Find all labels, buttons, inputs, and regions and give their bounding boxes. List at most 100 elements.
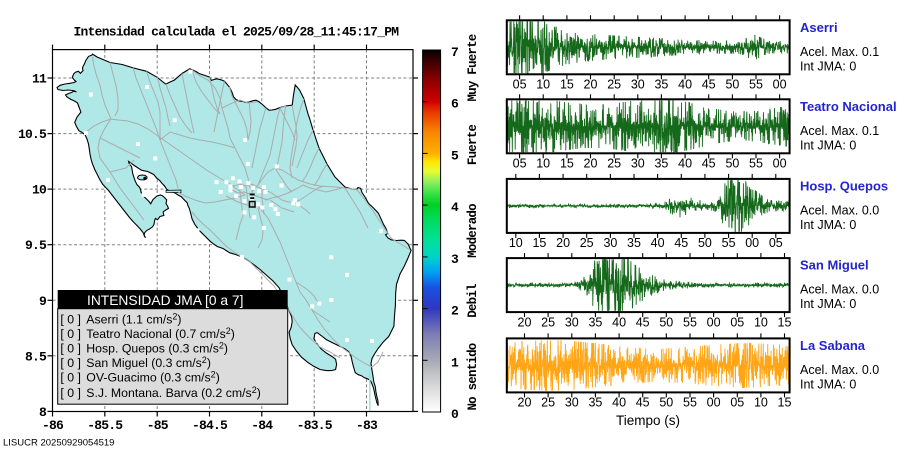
svg-text:4: 4	[451, 200, 459, 215]
svg-text:[ 0 ]: [ 0 ]	[60, 327, 81, 341]
svg-text:00: 00	[773, 78, 787, 92]
svg-text:Int JMA: 0: Int JMA: 0	[800, 297, 856, 311]
svg-text:40: 40	[651, 236, 665, 250]
svg-text:55: 55	[722, 236, 736, 250]
svg-text:Aserri (1.1 cm/s2): Aserri (1.1 cm/s2)	[86, 311, 181, 326]
svg-text:50: 50	[659, 396, 673, 410]
svg-text:INTENSIDAD JMA [0 a 7]: INTENSIDAD JMA [0 a 7]	[87, 293, 243, 308]
svg-text:[ 0 ]: [ 0 ]	[60, 386, 81, 400]
svg-text:6: 6	[451, 97, 459, 112]
svg-text:Int JMA: 0: Int JMA: 0	[800, 218, 856, 232]
svg-text:-84: -84	[251, 418, 273, 433]
svg-text:Acel. Max. 0.0: Acel. Max. 0.0	[800, 283, 879, 297]
svg-text:35: 35	[627, 236, 641, 250]
svg-text:05: 05	[730, 315, 744, 329]
svg-text:50: 50	[725, 157, 739, 171]
svg-text:10: 10	[536, 78, 550, 92]
svg-text:35: 35	[654, 157, 668, 171]
svg-text:Hosp. Quepos (0.3 cm/s2): Hosp. Quepos (0.3 cm/s2)	[86, 340, 228, 355]
svg-text:20: 20	[556, 236, 570, 250]
svg-text:15: 15	[778, 315, 792, 329]
svg-text:10: 10	[754, 315, 768, 329]
svg-text:45: 45	[636, 315, 650, 329]
svg-text:La Sabana: La Sabana	[800, 338, 866, 353]
svg-text:S.J. Montana. Barva (0.2 cm/s2: S.J. Montana. Barva (0.2 cm/s2)	[86, 385, 261, 400]
svg-text:San Miguel (0.3 cm/s2): San Miguel (0.3 cm/s2)	[86, 355, 211, 370]
svg-text:40: 40	[678, 78, 692, 92]
svg-text:Intensidad calculada el 2025/0: Intensidad calculada el 2025/09/28_11:45…	[74, 24, 400, 39]
svg-text:San Miguel: San Miguel	[800, 258, 869, 273]
svg-text:Debil: Debil	[466, 284, 480, 318]
svg-text:25: 25	[607, 157, 621, 171]
svg-text:55: 55	[749, 78, 763, 92]
svg-text:20: 20	[584, 78, 598, 92]
svg-text:00: 00	[707, 396, 721, 410]
svg-text:35: 35	[588, 396, 602, 410]
svg-text:Acel. Max. 0.0: Acel. Max. 0.0	[800, 204, 879, 218]
svg-text:40: 40	[678, 157, 692, 171]
svg-text:25: 25	[541, 396, 555, 410]
svg-text:1: 1	[451, 355, 459, 370]
svg-text:Int JMA: 0: Int JMA: 0	[800, 59, 856, 73]
svg-text:30: 30	[565, 396, 579, 410]
svg-text:Aserri: Aserri	[800, 20, 838, 35]
svg-text:25: 25	[580, 236, 594, 250]
svg-text:[ 0 ]: [ 0 ]	[60, 370, 81, 384]
svg-text:15: 15	[560, 157, 574, 171]
svg-text:Fuerte: Fuerte	[466, 125, 480, 166]
svg-text:50: 50	[725, 78, 739, 92]
svg-text:55: 55	[683, 396, 697, 410]
svg-text:05: 05	[769, 236, 783, 250]
svg-text:20: 20	[584, 157, 598, 171]
svg-text:35: 35	[654, 78, 668, 92]
svg-text:5: 5	[451, 148, 459, 163]
svg-text:8.5: 8.5	[25, 349, 47, 364]
svg-text:-83.5: -83.5	[297, 418, 333, 433]
svg-text:-85.5: -85.5	[87, 418, 123, 433]
svg-text:45: 45	[636, 396, 650, 410]
svg-text:55: 55	[683, 315, 697, 329]
svg-text:No sentido: No sentido	[466, 343, 480, 410]
svg-text:40: 40	[612, 315, 626, 329]
svg-text:Acel. Max. 0.1: Acel. Max. 0.1	[800, 124, 879, 138]
svg-text:-83: -83	[356, 418, 378, 433]
svg-text:50: 50	[698, 236, 712, 250]
svg-text:15: 15	[532, 236, 546, 250]
svg-text:45: 45	[702, 157, 716, 171]
svg-text:00: 00	[707, 315, 721, 329]
svg-text:15: 15	[560, 78, 574, 92]
svg-text:9: 9	[39, 294, 47, 309]
svg-text:Moderado: Moderado	[466, 204, 480, 258]
svg-text:Int JMA: 0: Int JMA: 0	[800, 378, 856, 392]
svg-text:Muy Fuerte: Muy Fuerte	[466, 34, 480, 101]
svg-text:Int JMA: 0: Int JMA: 0	[800, 138, 856, 152]
svg-text:50: 50	[659, 315, 673, 329]
svg-text:Hosp. Quepos: Hosp. Quepos	[800, 178, 888, 193]
svg-text:[ 0 ]: [ 0 ]	[60, 341, 81, 355]
svg-text:Teatro Nacional: Teatro Nacional	[800, 99, 897, 114]
svg-text:30: 30	[565, 315, 579, 329]
svg-text:8: 8	[39, 405, 47, 420]
svg-text:20: 20	[518, 315, 532, 329]
svg-text:-86: -86	[42, 418, 64, 433]
svg-text:35: 35	[588, 315, 602, 329]
svg-text:10: 10	[32, 183, 47, 198]
svg-text:55: 55	[749, 157, 763, 171]
svg-text:20: 20	[518, 396, 532, 410]
svg-text:30: 30	[631, 157, 645, 171]
svg-text:40: 40	[612, 396, 626, 410]
svg-text:OV-Guacimo (0.3 cm/s2): OV-Guacimo (0.3 cm/s2)	[86, 369, 220, 384]
svg-text:10.5: 10.5	[18, 127, 47, 142]
svg-text:30: 30	[631, 78, 645, 92]
svg-text:00: 00	[773, 157, 787, 171]
svg-text:10: 10	[536, 157, 550, 171]
svg-text:Acel. Max. 0.1: Acel. Max. 0.1	[800, 45, 879, 59]
svg-text:LISUCR 20250929054519: LISUCR 20250929054519	[3, 438, 114, 449]
svg-text:25: 25	[541, 315, 555, 329]
svg-text:3: 3	[451, 252, 459, 267]
svg-text:Tiempo (s): Tiempo (s)	[616, 413, 680, 428]
svg-text:30: 30	[603, 236, 617, 250]
svg-text:11: 11	[32, 72, 47, 87]
svg-text:05: 05	[513, 157, 527, 171]
svg-text:Acel. Max. 0.0: Acel. Max. 0.0	[800, 363, 879, 377]
